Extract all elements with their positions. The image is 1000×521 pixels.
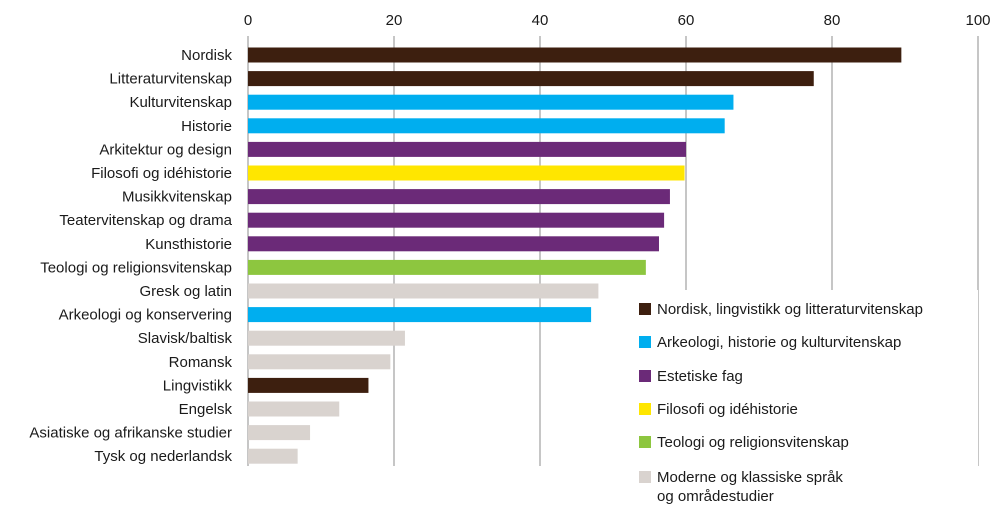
- legend-swatch-3: [639, 403, 651, 415]
- legend-swatch-2: [639, 370, 651, 382]
- bar-0: [248, 47, 902, 63]
- category-label-5: Filosofi og idéhistorie: [91, 165, 232, 182]
- category-label-13: Romansk: [169, 354, 233, 371]
- bar-13: [248, 354, 391, 370]
- legend-swatch-4: [639, 436, 651, 448]
- bar-2: [248, 94, 734, 110]
- x-tick-label-0: 0: [244, 12, 252, 29]
- bar-8: [248, 236, 659, 252]
- x-tick-label-20: 20: [386, 12, 403, 29]
- x-tick-label-40: 40: [532, 12, 549, 29]
- bar-5: [248, 165, 685, 181]
- bar-11: [248, 307, 592, 323]
- legend-label-3: Filosofi og idéhistorie: [657, 401, 798, 418]
- category-label-12: Slavisk/baltisk: [138, 330, 233, 347]
- x-tick-label-60: 60: [678, 12, 695, 29]
- legend-swatch-5: [639, 471, 651, 483]
- category-label-1: Litteraturvitenskap: [109, 71, 232, 88]
- category-label-4: Arkitektur og design: [99, 141, 232, 158]
- bar-16: [248, 425, 311, 441]
- category-label-9: Teologi og religionsvitenskap: [40, 259, 232, 276]
- bar-9: [248, 259, 646, 275]
- bar-3: [248, 118, 725, 134]
- category-label-2: Kulturvitenskap: [129, 94, 232, 111]
- category-label-8: Kunsthistorie: [145, 236, 232, 253]
- x-tick-labels: 0 20 40 60 80 100: [244, 12, 991, 29]
- legend-label-5: Moderne og klassiske språk og områdestudi…: [657, 469, 843, 505]
- bar-1: [248, 71, 814, 87]
- category-label-16: Asiatiske og afrikanske studier: [29, 425, 232, 442]
- bar-6: [248, 189, 670, 205]
- legend-swatch-0: [639, 303, 651, 315]
- category-label-17: Tysk og nederlandsk: [94, 448, 232, 465]
- legend-background: [628, 290, 978, 512]
- category-label-15: Engelsk: [179, 401, 233, 418]
- bar-4: [248, 141, 686, 157]
- x-tick-label-100: 100: [965, 12, 990, 29]
- category-label-0: Nordisk: [181, 47, 232, 64]
- legend-label-4: Teologi og religionsvitenskap: [657, 434, 849, 451]
- legend-label-0: Nordisk, lingvistikk og litteraturvitens…: [657, 301, 923, 318]
- category-label-6: Musikkvitenskap: [122, 189, 232, 206]
- bar-10: [248, 283, 599, 299]
- bar-14: [248, 377, 369, 393]
- legend-swatch-1: [639, 336, 651, 348]
- category-label-10: Gresk og latin: [139, 283, 232, 300]
- category-label-7: Teatervitenskap og drama: [59, 212, 232, 229]
- category-label-3: Historie: [181, 118, 232, 135]
- x-tick-label-80: 80: [824, 12, 841, 29]
- bar-17: [248, 448, 298, 464]
- bar-7: [248, 212, 665, 228]
- bar-15: [248, 401, 340, 417]
- category-label-14: Lingvistikk: [163, 377, 233, 394]
- bars: [248, 47, 902, 464]
- legend: Nordisk, lingvistikk og litteraturvitens…: [628, 290, 978, 512]
- legend-label-2: Estetiske fag: [657, 368, 743, 385]
- category-labels: Nordisk Litteraturvitenskap Kulturvitenska…: [29, 47, 232, 465]
- legend-label-1: Arkeologi, historie og kulturvitenskap: [657, 334, 901, 351]
- bar-12: [248, 330, 405, 346]
- category-label-11: Arkeologi og konservering: [59, 307, 232, 324]
